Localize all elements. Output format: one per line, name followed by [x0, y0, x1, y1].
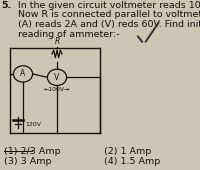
Text: (A) reads 2A and (V) reds 60V. Find initial: (A) reads 2A and (V) reds 60V. Find init…: [18, 20, 200, 29]
Text: (3) 3 Amp: (3) 3 Amp: [4, 157, 52, 166]
Text: A: A: [20, 70, 26, 78]
Text: V: V: [54, 73, 60, 82]
Text: (2) 1 Amp: (2) 1 Amp: [104, 147, 151, 156]
Text: In the given circuit voltmeter reads 100 V.: In the given circuit voltmeter reads 100…: [18, 1, 200, 10]
Text: R: R: [54, 37, 60, 46]
Text: reading of ammeter:-: reading of ammeter:-: [18, 30, 120, 39]
Text: (4) 1.5 Amp: (4) 1.5 Amp: [104, 157, 160, 166]
Text: 120V: 120V: [25, 123, 41, 128]
Text: Now R is connected parallel to voltmeter then: Now R is connected parallel to voltmeter…: [18, 10, 200, 19]
Text: 5.: 5.: [1, 1, 11, 10]
Text: ←100V→: ←100V→: [44, 87, 70, 92]
Text: (1) 2/3 Amp: (1) 2/3 Amp: [4, 147, 61, 156]
